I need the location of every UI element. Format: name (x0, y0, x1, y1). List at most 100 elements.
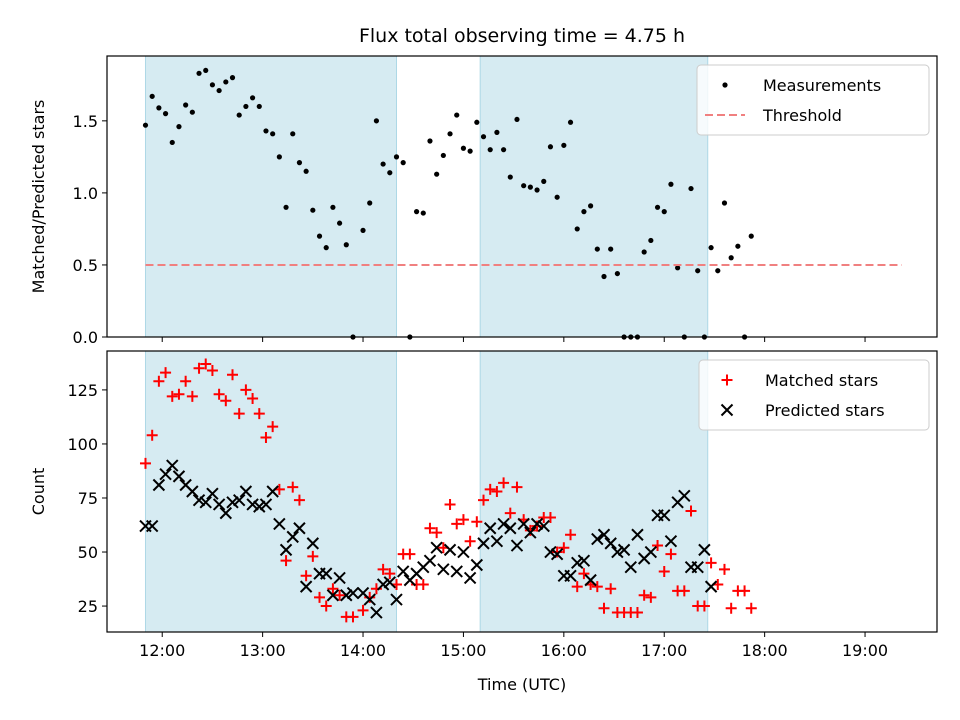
predicted-stars-point (678, 489, 691, 503)
measurement-point (169, 139, 175, 146)
matched-stars-point (186, 390, 198, 402)
measurement-point (581, 209, 587, 215)
measurement-point (641, 249, 647, 255)
y-axis-label: Matched/Predicted stars (29, 100, 48, 294)
predicted-stars-point (698, 543, 711, 557)
measurement-point (162, 111, 169, 117)
predicted-stars-point (423, 554, 437, 567)
legend-label: Predicted stars (765, 401, 885, 420)
measurement-point (527, 184, 533, 190)
matched-stars-point (571, 581, 583, 593)
matched-stars-point (457, 514, 469, 526)
matched-stars-point (705, 557, 717, 569)
predicted-stars-point (363, 593, 376, 606)
measurement-point (554, 194, 560, 200)
matched-stars-point (598, 602, 610, 614)
predicted-stars-point (279, 543, 293, 557)
measurement-point (276, 154, 282, 160)
measurement-point (541, 178, 547, 184)
matched-stars-point (431, 527, 443, 539)
measurement-point (189, 109, 195, 115)
y-tick-label: 50 (78, 543, 98, 562)
measurement-point (156, 105, 162, 111)
predicted-stars-point (390, 593, 403, 606)
predicted-stars-point (584, 573, 597, 587)
measurement-point (256, 103, 262, 110)
x-tick-label: 19:00 (842, 641, 888, 660)
predicted-stars-point (232, 493, 246, 507)
measurement-point (748, 233, 754, 239)
predicted-stars-point (172, 470, 186, 483)
matched-stars-point (531, 520, 543, 532)
matched-stars-point (464, 535, 476, 547)
measurement-point (708, 245, 714, 251)
predicted-stars-point (483, 522, 497, 535)
measurement-point (360, 227, 366, 233)
legend-label: Measurements (763, 76, 881, 95)
measurement-point (330, 204, 336, 210)
matched-stars-point (287, 481, 299, 493)
predicted-stars-point (145, 519, 159, 533)
measurement-point (373, 118, 380, 124)
measurement-point (467, 148, 473, 154)
matched-stars-point (444, 498, 456, 510)
predicted-stars-point (497, 517, 510, 531)
matched-stars-point (698, 600, 710, 612)
matched-stars-point (424, 522, 436, 534)
predicted-stars-point (430, 541, 443, 554)
measurement-point (434, 171, 440, 177)
matched-stars-point (213, 388, 225, 400)
matched-stars-point (558, 542, 570, 554)
measurement-point (514, 116, 520, 123)
measurement-point (290, 131, 296, 137)
matched-stars-point (240, 384, 252, 396)
predicted-stars-point (376, 578, 390, 591)
matched-stars-point (725, 602, 737, 614)
matched-stars-point (253, 408, 265, 420)
matched-stars-point (678, 585, 690, 597)
measurement-point (521, 183, 527, 189)
matched-stars-point (451, 518, 463, 530)
predicted-stars-point (631, 528, 644, 541)
matched-stars-point (471, 516, 483, 528)
measurement-point (474, 119, 480, 125)
measurement-point (574, 226, 580, 232)
measurement-point (695, 268, 701, 274)
y-tick-label: 0.0 (73, 328, 98, 347)
matched-stars-point (498, 477, 510, 489)
matched-stars-point (327, 583, 339, 595)
measurement-point (675, 265, 681, 271)
predicted-stars-point (192, 493, 206, 507)
measurement-point (393, 154, 400, 160)
matched-stars-point (739, 585, 751, 597)
matched-stars-point (605, 583, 617, 595)
predicted-stars-point (624, 560, 637, 574)
matched-stars-point (180, 375, 192, 387)
measurement-point (367, 200, 373, 206)
matched-stars-point (551, 546, 563, 558)
predicted-stars-point (186, 485, 199, 498)
matched-stars-point (280, 555, 292, 567)
predicted-stars-point (611, 545, 624, 559)
measurement-point (283, 204, 289, 210)
matched-stars-point (524, 524, 536, 536)
matched-stars-point (139, 457, 151, 469)
measurement-point (400, 160, 406, 166)
top-panel: 0.0 0.5 1.0 1.5 Matched/Predicted stars Measu… (29, 55, 938, 347)
measurement-point (608, 246, 614, 252)
predicted-stars-point (617, 543, 631, 557)
measurement-point (661, 209, 667, 215)
predicted-stars-point (152, 478, 166, 492)
matched-stars-point (173, 388, 185, 400)
predicted-stars-point (530, 517, 544, 531)
measurement-point (263, 128, 269, 134)
predicted-stars-point (206, 487, 219, 500)
matched-stars-point (193, 362, 205, 374)
predicted-stars-point (346, 586, 360, 600)
measurement-point (567, 119, 574, 125)
predicted-stars-point (450, 565, 463, 578)
predicted-stars-point (664, 535, 678, 548)
matched-stars-point (206, 364, 218, 376)
measurement-point (229, 75, 236, 81)
measurement-point (216, 87, 222, 94)
